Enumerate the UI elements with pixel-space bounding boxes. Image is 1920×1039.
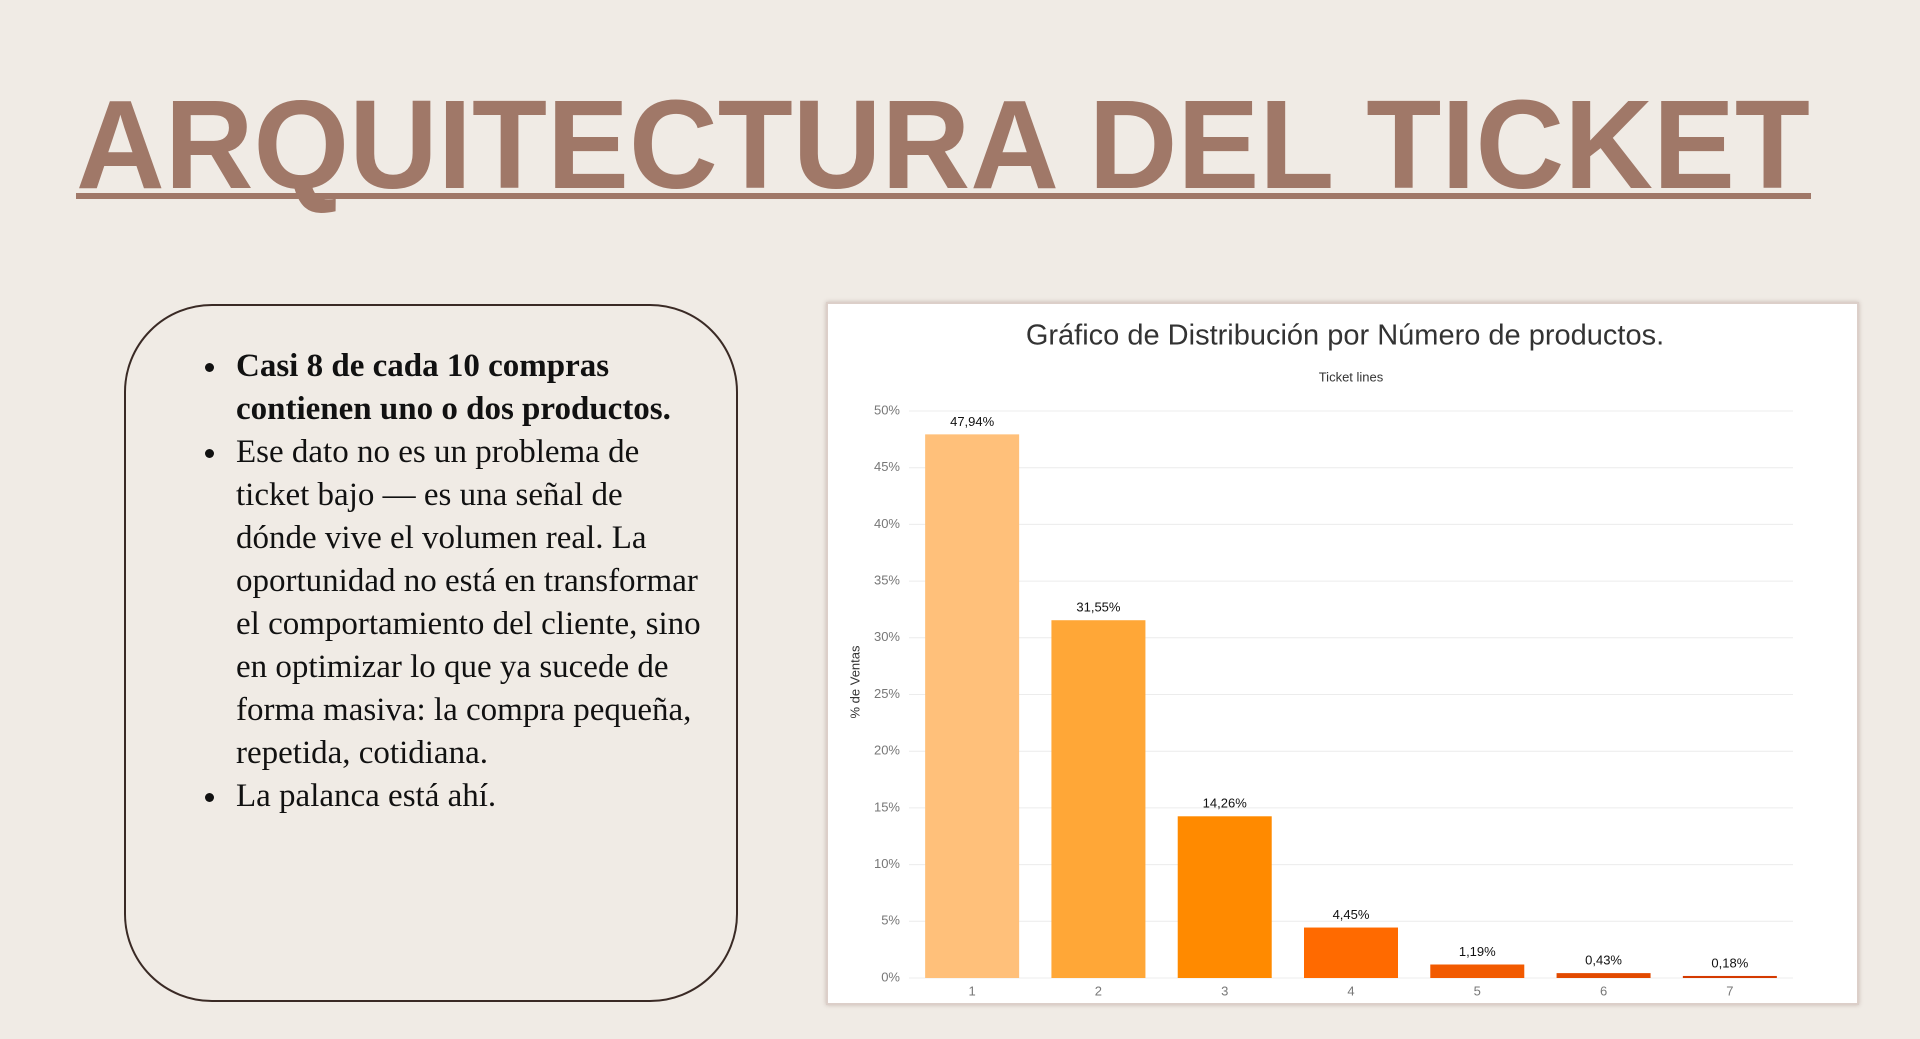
x-tick-label: 3 — [1221, 983, 1228, 998]
y-tick-label: 15% — [874, 799, 900, 814]
x-tick-label: 1 — [969, 983, 976, 998]
x-tick-label: 7 — [1726, 983, 1733, 998]
bar — [1430, 964, 1525, 978]
bar — [1556, 973, 1651, 978]
x-tick-label: 4 — [1347, 983, 1354, 998]
x-tick-label: 5 — [1474, 983, 1481, 998]
bar — [1051, 620, 1146, 978]
chart-panel: Gráfico de Distribución por Número de pr… — [826, 302, 1859, 1005]
bullet-list: Casi 8 de cada 10 compras contienen uno … — [190, 345, 710, 818]
value-label: 1,19% — [1459, 944, 1496, 959]
y-tick-label: 30% — [874, 629, 900, 644]
y-tick-label: 40% — [874, 516, 900, 531]
title-underline — [76, 193, 1811, 199]
x-tick-label: 2 — [1095, 983, 1102, 998]
bullet: La palanca está ahí. — [230, 775, 710, 818]
bar — [1177, 816, 1272, 978]
bar — [1682, 975, 1777, 978]
value-label: 31,55% — [1076, 600, 1121, 615]
y-axis-label: % de Ventas — [847, 645, 862, 718]
value-label: 14,26% — [1203, 796, 1248, 811]
y-tick-label: 35% — [874, 573, 900, 588]
value-label: 47,94% — [950, 414, 995, 429]
y-tick-label: 20% — [874, 743, 900, 758]
chart-title: Gráfico de Distribución por Número de pr… — [1026, 320, 1664, 352]
bullet: Ese dato no es un problema de ticket baj… — [230, 431, 710, 775]
value-label: 0,43% — [1585, 953, 1622, 968]
y-tick-label: 0% — [881, 969, 900, 984]
value-label: 0,18% — [1711, 955, 1748, 970]
bar — [1304, 927, 1398, 978]
text-box — [124, 304, 738, 1002]
x-tick-label: 6 — [1600, 983, 1607, 998]
value-label: 4,45% — [1333, 907, 1370, 922]
title-area: ARQUITECTURA DEL TICKET — [76, 74, 1811, 215]
y-tick-label: 5% — [881, 913, 900, 928]
bar — [925, 434, 1020, 978]
chart: Gráfico de Distribución por Número de pr… — [847, 320, 1793, 998]
y-tick-label: 45% — [874, 459, 900, 474]
page-title: ARQUITECTURA DEL TICKET — [76, 74, 1810, 215]
chart-subtitle: Ticket lines — [1319, 369, 1384, 384]
y-tick-label: 10% — [874, 856, 900, 871]
y-tick-label: 25% — [874, 686, 900, 701]
bullet: Casi 8 de cada 10 compras contienen uno … — [230, 345, 710, 431]
y-tick-label: 50% — [874, 402, 900, 417]
